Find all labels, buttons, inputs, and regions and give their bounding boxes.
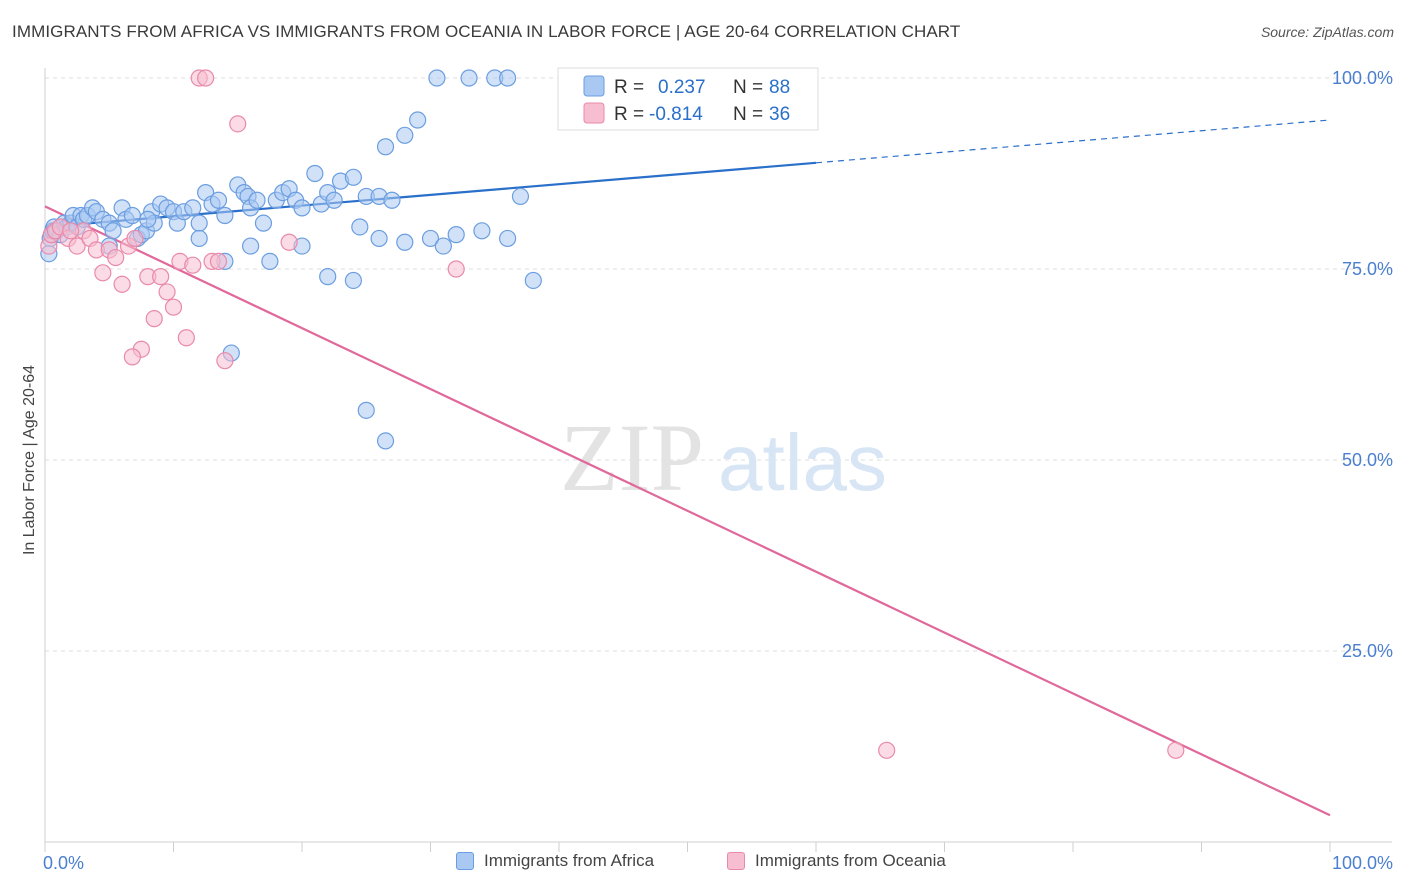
series-africa-points: [40, 69, 542, 450]
africa-point-81: [434, 237, 452, 255]
stats-oceania-n-label: N =: [733, 104, 763, 125]
oceania-point-18: [152, 268, 170, 286]
tick-labels: 25.0% 50.0% 75.0% 100.0% 0.0% 100.0%: [43, 68, 1393, 873]
africa-point-43: [248, 191, 266, 209]
africa-point-60: [409, 111, 427, 129]
oceania-point-28: [216, 352, 234, 370]
series-oceania-points: [40, 69, 1185, 759]
stats-oceania-r-value: -0.814: [649, 104, 703, 125]
oceania-point-17: [145, 310, 163, 328]
oceania-point-22: [177, 329, 195, 347]
axes: [44, 68, 1392, 852]
watermark: ZIP atlas: [560, 404, 887, 511]
africa-point-69: [242, 237, 260, 255]
africa-point-66: [139, 210, 157, 228]
oceania-point-27: [209, 252, 228, 270]
oceania-point-14: [126, 229, 144, 248]
africa-point-70: [261, 252, 279, 270]
y-tick-label-0: 25.0%: [1342, 641, 1393, 661]
africa-point-83: [383, 191, 401, 209]
africa-point-55: [344, 168, 362, 186]
stats-box: R = 0.237 N = 88 R = -0.814 N = 36: [557, 67, 819, 131]
africa-point-75: [396, 233, 414, 251]
trend-line-africa-extension: [815, 119, 1331, 164]
oceania-point-29: [229, 115, 247, 133]
africa-point-85: [357, 401, 375, 419]
africa-point-65: [511, 187, 530, 206]
x-tick-label-end: 100.0%: [1332, 853, 1393, 873]
africa-point-61: [428, 69, 446, 87]
oceania-point-23: [184, 256, 202, 274]
stats-oceania-swatch: [583, 102, 605, 124]
legend-africa-label: Immigrants from Africa: [484, 851, 655, 870]
watermark-atlas: atlas: [718, 418, 887, 507]
oceania-point-35: [123, 348, 141, 366]
africa-point-64: [499, 69, 517, 87]
africa-point-38: [216, 206, 234, 225]
oceania-point-19: [158, 283, 176, 301]
africa-point-50: [306, 164, 324, 183]
watermark-zip: ZIP: [560, 404, 704, 511]
africa-point-77: [447, 226, 465, 244]
oceania-point-25: [197, 69, 215, 87]
africa-point-67: [190, 229, 208, 248]
africa-point-72: [319, 268, 337, 286]
grid-lines: [45, 77, 1392, 652]
oceania-point-20: [164, 298, 183, 316]
legend-africa[interactable]: Immigrants from Africa: [456, 851, 654, 871]
oceania-point-32: [878, 741, 896, 759]
africa-point-62: [460, 69, 478, 87]
stats-africa-swatch: [583, 75, 605, 97]
stats-oceania-r-label: R =: [614, 104, 644, 125]
oceania-point-12: [113, 275, 131, 293]
africa-point-34: [190, 214, 208, 232]
africa-point-49: [293, 199, 311, 217]
africa-point-59: [396, 126, 414, 144]
legend-oceania-label: Immigrants from Oceania: [755, 851, 946, 870]
trend-line-oceania: [44, 205, 1331, 817]
stats-africa-n-label: N =: [733, 77, 763, 98]
x-tick-label-start: 0.0%: [43, 853, 84, 873]
y-tick-label-3: 100.0%: [1332, 68, 1393, 88]
africa-point-37: [209, 191, 228, 209]
oceania-point-34: [62, 222, 80, 240]
oceania-point-5: [68, 237, 86, 255]
oceania-point-33: [1167, 741, 1185, 759]
stats-africa-r-label: R =: [614, 77, 644, 98]
africa-point-53: [325, 191, 343, 209]
source-label: Source: ZipAtlas.com: [1260, 24, 1394, 40]
oceania-point-30: [280, 233, 298, 251]
africa-point-82: [351, 218, 369, 236]
africa-point-79: [499, 229, 517, 248]
africa-point-78: [473, 222, 491, 240]
legend-africa-swatch: [456, 852, 474, 870]
africa-point-76: [421, 229, 440, 248]
y-tick-label-1: 50.0%: [1342, 450, 1393, 470]
stats-africa-r-value: 0.237: [658, 77, 706, 98]
africa-point-86: [376, 432, 395, 450]
africa-point-19: [104, 222, 122, 240]
oceania-point-11: [107, 248, 125, 267]
trend-line-africa: [44, 161, 817, 229]
oceania-point-31: [447, 260, 465, 278]
legend-oceania-swatch: [727, 852, 745, 870]
africa-point-44: [254, 214, 273, 232]
africa-point-22: [123, 206, 141, 225]
africa-point-80: [524, 271, 542, 290]
stats-africa-n-value: 88: [769, 77, 790, 98]
chart-title: IMMIGRANTS FROM AFRICA VS IMMIGRANTS FRO…: [12, 22, 961, 41]
stats-oceania-n-value: 36: [769, 104, 790, 125]
africa-point-33: [184, 199, 202, 217]
africa-point-73: [344, 271, 362, 290]
africa-point-58: [376, 138, 395, 156]
legend-oceania[interactable]: Immigrants from Oceania: [727, 851, 946, 871]
africa-point-74: [370, 229, 388, 248]
oceania-point-9: [94, 264, 112, 282]
y-tick-label-2: 75.0%: [1342, 259, 1393, 279]
